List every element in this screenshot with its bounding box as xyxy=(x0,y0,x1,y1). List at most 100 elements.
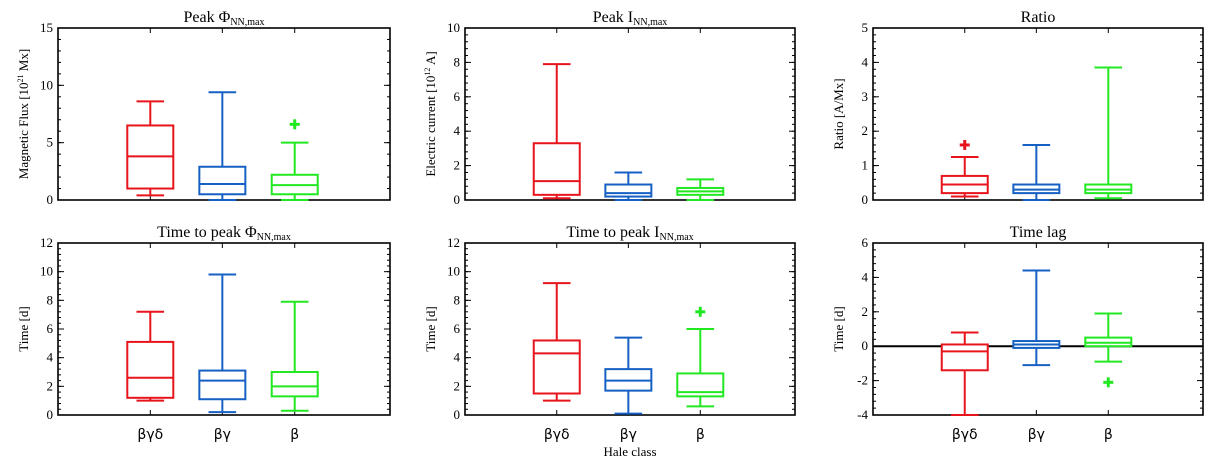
y-tick-label: 5 xyxy=(47,135,54,150)
iqr-box xyxy=(198,165,247,196)
y-axis-label: Ratio [A/Mx] xyxy=(831,78,846,149)
y-tick-label: 8 xyxy=(454,292,461,307)
axes-frame xyxy=(872,27,1204,201)
y-tick-label: 3 xyxy=(862,89,869,104)
boxplot-0 xyxy=(940,139,989,198)
y-tick-label: 2 xyxy=(862,123,869,138)
iqr-box xyxy=(604,183,653,198)
boxplot-1 xyxy=(604,336,653,415)
boxplot-1 xyxy=(198,91,247,201)
x-tick-label: βγδ xyxy=(544,427,570,443)
x-tick-label: βγ xyxy=(214,427,231,443)
y-tick-label: 8 xyxy=(47,292,54,307)
y-tick-label: 0 xyxy=(454,192,461,207)
y-tick-label: 4 xyxy=(454,123,461,138)
iqr-box xyxy=(532,339,581,395)
y-tick-label: 2 xyxy=(454,158,461,173)
iqr-box xyxy=(270,371,319,398)
y-tick-label: 10 xyxy=(447,264,460,279)
boxplot-2 xyxy=(676,306,725,408)
boxplot-0 xyxy=(940,331,989,416)
y-tick-label: 6 xyxy=(454,89,461,104)
boxplot-2 xyxy=(270,300,319,412)
x-axis-label: Hale class xyxy=(603,444,656,459)
iqr-box xyxy=(126,340,175,399)
panel-4: 0 2 4 6 8 10 12 βγδ βγ β Time to peak INN,max Time … xyxy=(423,224,796,443)
y-tick-label: 6 xyxy=(454,321,461,336)
panel-title-subscript: NN,max xyxy=(633,17,667,28)
y-tick-label: 10 xyxy=(447,20,460,35)
y-tick-label: 1 xyxy=(862,158,869,173)
boxplot-1 xyxy=(1012,269,1061,367)
iqr-box xyxy=(198,369,247,401)
y-tick-label: 6 xyxy=(862,235,869,250)
y-axis-label: Magnetic Flux [1021 Mx] xyxy=(16,49,31,179)
y-axis-label-superscript: 21 xyxy=(16,74,25,82)
y-axis-label-unit: A] xyxy=(423,51,438,67)
iqr-box xyxy=(676,372,725,398)
panel-0: 0 5 10 15 Peak ΦNN,max Magnetic Flux [1021 Mx… xyxy=(16,9,391,207)
x-tick-label: βγδ xyxy=(137,427,163,443)
panel-1: 0 2 4 6 8 10 Peak INN,max Electric current [101… xyxy=(423,9,796,207)
panel-title: Peak INN,max xyxy=(593,9,668,28)
axes-frame xyxy=(872,242,1204,416)
y-tick-label: 4 xyxy=(862,269,869,284)
y-tick-label: 2 xyxy=(47,378,54,393)
boxplot-0 xyxy=(126,310,175,402)
axes-frame xyxy=(464,27,796,201)
y-tick-label: 4 xyxy=(454,350,461,365)
y-tick-label: 15 xyxy=(40,20,53,35)
x-tick-label: β xyxy=(290,427,299,443)
panel-title-subscript: NN,max xyxy=(660,232,694,243)
y-tick-label: 4 xyxy=(47,350,54,365)
y-axis-label: Time [d] xyxy=(831,306,846,351)
x-tick-label: β xyxy=(696,427,705,443)
boxplot-2 xyxy=(1084,66,1133,200)
panel-title-subscript: NN,max xyxy=(230,17,264,28)
panel-title-subscript: NN,max xyxy=(257,232,291,243)
y-axis-label: Time [d] xyxy=(16,306,31,351)
y-tick-label: 0 xyxy=(862,192,869,207)
y-tick-label: 2 xyxy=(862,304,869,319)
panel-title: Time to peak ΦNN,max xyxy=(157,224,291,243)
y-tick-label: 0 xyxy=(862,338,869,353)
boxplot-0 xyxy=(126,100,175,197)
panel-title: Peak ΦNN,max xyxy=(184,9,265,28)
y-tick-label: 5 xyxy=(862,20,869,35)
y-tick-label: 0 xyxy=(47,407,54,422)
y-tick-label: 2 xyxy=(454,378,461,393)
y-tick-label: -2 xyxy=(857,373,868,388)
boxplot-0 xyxy=(532,282,581,402)
y-tick-label: 12 xyxy=(447,235,460,250)
boxplot-2 xyxy=(676,178,725,201)
y-tick-label: 10 xyxy=(40,264,53,279)
boxplot-1 xyxy=(198,273,247,414)
boxplot-1 xyxy=(1012,143,1061,201)
y-tick-label: 0 xyxy=(454,407,461,422)
x-tick-label: βγ xyxy=(1028,427,1045,443)
panel-title: Time lag xyxy=(1010,224,1067,241)
y-axis-label: Time [d] xyxy=(423,306,438,351)
x-tick-label: β xyxy=(1104,427,1113,443)
iqr-box xyxy=(532,142,581,196)
y-axis-label-superscript: 12 xyxy=(423,68,432,76)
x-tick-label: βγδ xyxy=(952,427,978,443)
boxplot-0 xyxy=(532,63,581,200)
x-tick-label: βγ xyxy=(620,427,637,443)
y-axis-label: Electric current [1012 A] xyxy=(423,51,438,176)
y-tick-label: -4 xyxy=(857,407,868,422)
y-tick-label: 0 xyxy=(47,192,54,207)
boxplot-2 xyxy=(1084,312,1133,388)
y-tick-label: 4 xyxy=(862,54,869,69)
boxplot-1 xyxy=(604,171,653,201)
y-tick-label: 8 xyxy=(454,54,461,69)
panel-title: Ratio xyxy=(1021,9,1056,26)
panel-2: 0 1 2 3 4 5 Ratio Ratio [A/Mx] xyxy=(831,9,1204,207)
y-tick-label: 12 xyxy=(40,235,53,250)
y-axis-label-unit: Mx] xyxy=(16,49,31,75)
iqr-box xyxy=(940,343,989,372)
boxplot-2 xyxy=(270,119,319,201)
panel-title: Time to peak INN,max xyxy=(566,224,693,243)
y-tick-label: 10 xyxy=(40,77,53,92)
